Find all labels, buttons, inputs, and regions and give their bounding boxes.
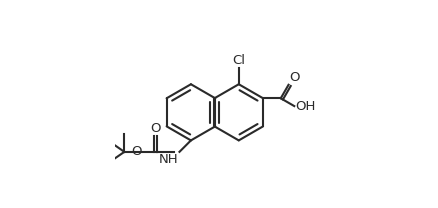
Text: O: O (150, 122, 161, 135)
Text: NH: NH (159, 153, 178, 166)
Text: Cl: Cl (232, 53, 245, 67)
Text: O: O (131, 145, 142, 158)
Text: OH: OH (295, 100, 316, 113)
Text: O: O (290, 71, 300, 84)
